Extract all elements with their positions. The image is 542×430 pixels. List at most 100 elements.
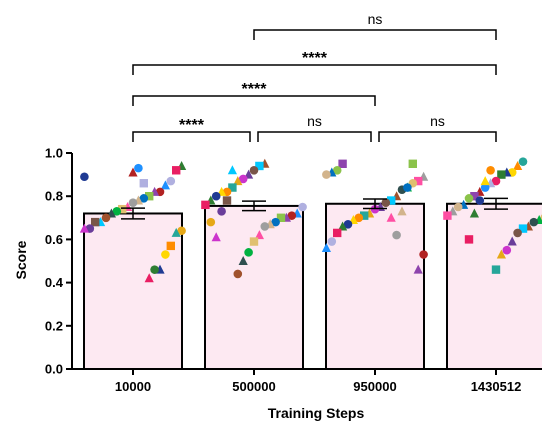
data-point-10000-19 [79,223,89,233]
data-point-950000-3 [322,170,331,179]
data-point-1430512-27 [475,196,485,205]
significance-layer: **** ns ns **** **** ns [132,11,497,142]
data-point-1430512-12 [453,202,463,212]
data-point-950000-28 [392,230,401,240]
data-point-500000-6 [228,183,237,192]
data-point-950000-27 [397,206,407,216]
data-point-1430512-28 [469,208,479,218]
data-point-1430512-24 [491,265,501,274]
data-point-1430512-5 [491,176,501,186]
data-point-500000-16 [276,213,286,222]
significance-label: ns [368,11,383,27]
data-point-10000-27 [139,179,148,188]
significance-label: **** [242,81,268,98]
data-point-10000-17 [91,217,100,227]
data-point-950000-1 [332,165,342,175]
data-point-950000-23 [419,250,428,259]
data-point-10000-2 [172,166,181,175]
data-point-10000-3 [166,176,176,186]
y-tick-label: 0.8 [45,189,63,204]
data-point-500000-2 [249,165,259,175]
data-point-950000-10 [387,196,396,205]
data-point-950000-25 [408,159,417,168]
data-point-500000-1 [255,161,264,171]
data-point-1430512-23 [496,249,506,259]
data-point-500000-25 [227,165,237,175]
data-point-1430512-0 [518,157,528,166]
significance-label: ns [430,113,445,129]
data-point-950000-18 [343,219,353,229]
data-point-950000-11 [381,198,391,207]
significance-label: **** [179,117,205,134]
significance-bracket [132,95,376,106]
data-point-500000-17 [271,217,280,227]
y-tick-label: 0.2 [45,318,63,333]
data-point-500000-5 [233,176,243,186]
data-point-950000-0 [338,159,347,168]
data-point-1430512-14 [443,211,452,220]
data-point-1430512-19 [518,224,528,233]
data-point-500000-28 [211,232,221,242]
data-point-10000-15 [101,213,111,223]
data-point-10000-29 [128,167,138,177]
y-axis-label: Score [13,240,29,279]
significance-bracket [253,29,497,40]
data-point-1430512-21 [507,236,517,246]
data-point-950000-21 [327,237,337,246]
x-tick-label: 1430512 [471,379,522,394]
bar-10000 [83,212,183,370]
x-tick-label: 10000 [115,379,151,394]
data-point-10000-0 [80,172,89,182]
data-point-500000-11 [201,200,210,210]
bar-500000 [204,204,304,370]
data-point-950000-19 [338,221,348,231]
data-point-10000-23 [161,250,170,259]
significance-label: **** [302,50,328,67]
points-layer [79,157,542,283]
data-point-950000-5 [414,176,423,186]
significance-bracket [132,131,251,142]
data-point-1430512-25 [486,165,495,175]
data-point-1430512-1 [513,160,523,170]
x-tick-label: 500000 [232,379,275,394]
data-point-10000-8 [139,194,149,203]
y-tick-label: 1.0 [45,146,63,161]
data-point-950000-26 [403,183,412,192]
data-point-500000-27 [217,207,226,216]
data-point-10000-7 [145,192,154,201]
y-tick-label: 0.6 [45,232,63,247]
data-point-500000-12 [298,202,307,212]
x-axis-label: Training Steps [268,405,365,421]
data-point-1430512-26 [480,176,490,186]
data-point-1430512-4 [497,170,506,179]
significance-bracket [378,131,497,142]
data-point-1430512-29 [464,235,474,244]
data-point-500000-22 [244,248,253,257]
data-point-10000-21 [171,227,181,237]
data-point-10000-12 [118,204,127,214]
data-point-950000-29 [386,212,396,222]
data-point-500000-24 [233,269,243,279]
data-point-1430512-22 [502,245,512,255]
data-point-1430512-17 [529,217,539,227]
data-point-950000-16 [354,213,364,223]
bar-950000 [325,202,425,370]
data-point-500000-26 [222,196,232,205]
data-point-500000-21 [249,237,259,246]
data-point-10000-20 [177,226,186,236]
data-point-10000-28 [134,163,143,173]
data-point-950000-22 [321,243,331,253]
data-point-500000-29 [206,217,216,227]
data-point-950000-20 [333,228,342,238]
bars-layer [83,202,542,370]
data-point-10000-26 [144,273,154,283]
x-tick-label: 950000 [353,379,396,394]
data-point-950000-24 [413,264,423,274]
data-point-500000-20 [254,230,264,240]
error-bars-layer [121,197,508,220]
data-point-500000-4 [238,174,248,184]
data-point-10000-13 [112,207,122,216]
significance-label: ns [307,113,322,129]
